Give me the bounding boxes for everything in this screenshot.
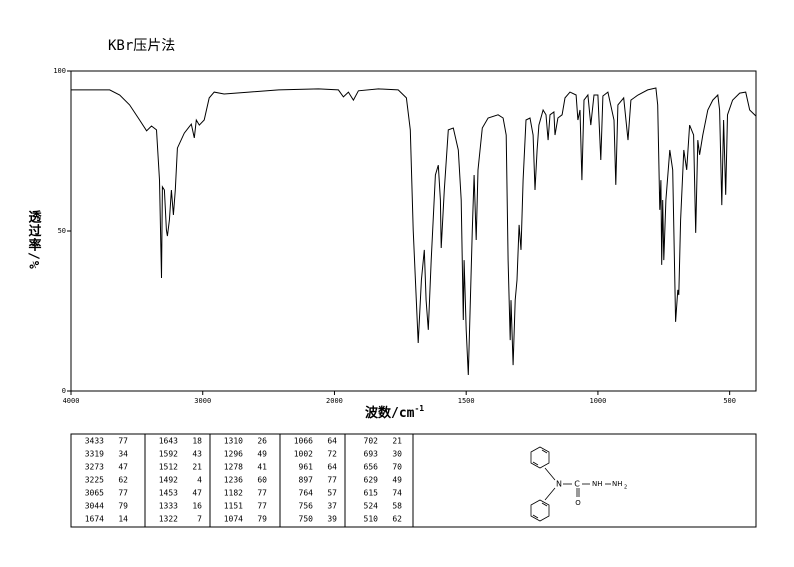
peak-wavenumber: 629 xyxy=(364,476,379,485)
peak-transmittance: 72 xyxy=(327,450,337,459)
peak-transmittance: 64 xyxy=(327,463,337,472)
peak-transmittance: 34 xyxy=(118,450,128,459)
x-tick-label: 4000 xyxy=(63,397,80,405)
chart-title: KBr压片法 xyxy=(108,38,175,54)
peak-transmittance: 77 xyxy=(257,489,267,498)
structure-label: NH xyxy=(612,480,623,488)
peak-wavenumber: 1310 xyxy=(224,437,243,446)
peak-transmittance: 60 xyxy=(257,476,267,485)
peak-wavenumber: 897 xyxy=(299,476,314,485)
peak-wavenumber: 3044 xyxy=(85,502,104,511)
peak-transmittance: 21 xyxy=(392,437,402,446)
peak-transmittance: 21 xyxy=(192,463,202,472)
peak-transmittance: 47 xyxy=(118,463,128,472)
peak-transmittance: 70 xyxy=(392,463,402,472)
peak-transmittance: 49 xyxy=(392,476,402,485)
x-tick-label: 3000 xyxy=(194,397,211,405)
y-axis-label: 透过率/% xyxy=(26,210,42,270)
x-tick-label: 2000 xyxy=(326,397,343,405)
peak-transmittance: 43 xyxy=(192,450,202,459)
peak-transmittance: 49 xyxy=(257,450,267,459)
peak-transmittance: 16 xyxy=(192,502,202,511)
peak-wavenumber: 1278 xyxy=(224,463,243,472)
peak-transmittance: 62 xyxy=(118,476,128,485)
peak-transmittance: 4 xyxy=(197,476,202,485)
peak-wavenumber: 1151 xyxy=(224,502,243,511)
peak-wavenumber: 3433 xyxy=(85,437,104,446)
peak-transmittance: 14 xyxy=(118,515,128,524)
peak-wavenumber: 3065 xyxy=(85,489,104,498)
peak-transmittance: 77 xyxy=(118,489,128,498)
peak-transmittance: 64 xyxy=(327,437,337,446)
peak-wavenumber: 1296 xyxy=(224,450,243,459)
peak-wavenumber: 615 xyxy=(364,489,379,498)
spectrum-line xyxy=(71,87,757,376)
peak-transmittance: 79 xyxy=(257,515,267,524)
peak-wavenumber: 1643 xyxy=(159,437,178,446)
x-tick-label: 1000 xyxy=(589,397,606,405)
x-label-sup: -1 xyxy=(414,404,424,413)
peak-wavenumber: 1182 xyxy=(224,489,243,498)
peak-wavenumber: 524 xyxy=(364,502,379,511)
y-tick-label: 100 xyxy=(53,67,66,75)
peak-wavenumber: 1512 xyxy=(159,463,178,472)
peak-wavenumber: 510 xyxy=(364,515,379,524)
peak-wavenumber: 3319 xyxy=(85,450,104,459)
peak-transmittance: 37 xyxy=(327,502,337,511)
peak-wavenumber: 750 xyxy=(299,515,314,524)
peak-wavenumber: 1674 xyxy=(85,515,104,524)
x-tick-label: 1500 xyxy=(458,397,475,405)
table-dividers xyxy=(144,434,414,527)
peak-wavenumber: 1453 xyxy=(159,489,178,498)
peak-transmittance: 62 xyxy=(392,515,402,524)
peak-wavenumber: 3273 xyxy=(85,463,104,472)
structure-label: O xyxy=(575,499,581,507)
x-label-main: 波数/cm xyxy=(365,405,415,421)
peak-wavenumber: 656 xyxy=(364,463,379,472)
peak-transmittance: 79 xyxy=(118,502,128,511)
peak-transmittance: 41 xyxy=(257,463,267,472)
peak-wavenumber: 961 xyxy=(299,463,314,472)
peak-transmittance: 26 xyxy=(257,437,267,446)
peak-wavenumber: 702 xyxy=(364,437,379,446)
peak-wavenumber: 3225 xyxy=(85,476,104,485)
peak-wavenumber: 1074 xyxy=(224,515,243,524)
y-tick-label: 0 xyxy=(62,387,66,395)
peak-transmittance: 47 xyxy=(192,489,202,498)
structure-label: N xyxy=(556,480,562,489)
x-tick-label: 500 xyxy=(723,397,736,405)
peak-transmittance: 58 xyxy=(392,502,402,511)
peak-transmittance: 7 xyxy=(197,515,202,524)
peak-wavenumber: 756 xyxy=(299,502,314,511)
peak-transmittance: 39 xyxy=(327,515,337,524)
structure-bonds xyxy=(530,446,611,522)
peak-wavenumber: 1333 xyxy=(159,502,178,511)
peak-wavenumber: 1592 xyxy=(159,450,178,459)
structure-label: 2 xyxy=(624,485,627,491)
structure-label: NH xyxy=(592,480,603,488)
peak-transmittance: 30 xyxy=(392,450,402,459)
peak-wavenumber: 1002 xyxy=(294,450,313,459)
peak-wavenumber: 1066 xyxy=(294,437,313,446)
peak-wavenumber: 1236 xyxy=(224,476,243,485)
peak-transmittance: 57 xyxy=(327,489,337,498)
peak-wavenumber: 693 xyxy=(364,450,379,459)
peak-transmittance: 77 xyxy=(327,476,337,485)
peak-wavenumber: 1492 xyxy=(159,476,178,485)
peak-transmittance: 74 xyxy=(392,489,402,498)
peak-transmittance: 77 xyxy=(257,502,267,511)
x-axis-label: 波数/cm-1 xyxy=(365,404,424,421)
peak-wavenumber: 1322 xyxy=(159,515,178,524)
peak-transmittance: 18 xyxy=(192,437,202,446)
y-tick-label: 50 xyxy=(58,227,66,235)
peak-wavenumber: 764 xyxy=(299,489,314,498)
peak-transmittance: 77 xyxy=(118,437,128,446)
structure-label: C xyxy=(574,480,580,489)
